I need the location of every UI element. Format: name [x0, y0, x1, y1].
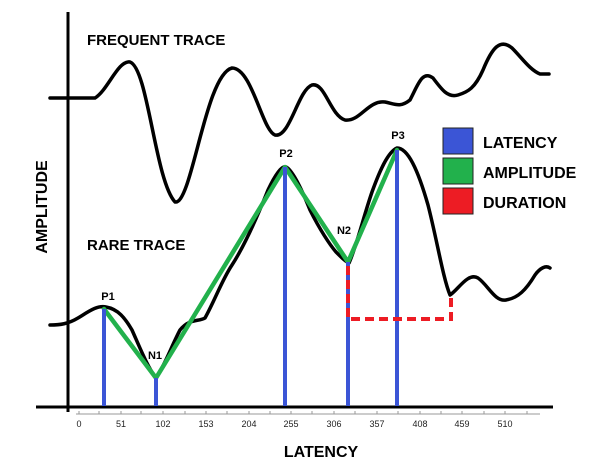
rare-trace-line [48, 146, 552, 380]
tick-label: 459 [454, 419, 469, 429]
peak-label-p3: P3 [391, 130, 404, 142]
scale-ticks [78, 411, 528, 414]
peak-label-n1: N1 [148, 350, 162, 362]
tick-label: 204 [241, 419, 256, 429]
peak-label-p1: P1 [101, 291, 114, 303]
tick-label: 357 [369, 419, 384, 429]
legend-label-amplitude: AMPLITUDE [483, 165, 577, 182]
duration-marker [346, 266, 453, 321]
y-axis-title: AMPLITUDE [34, 160, 51, 254]
legend-label-latency: LATENCY [483, 135, 558, 152]
amplitude-lines [101, 147, 400, 381]
x-axis-title: LATENCY [284, 444, 359, 461]
legend-swatch-duration [442, 187, 474, 215]
peak-label-p2: P2 [279, 148, 292, 160]
tick-label: 408 [412, 419, 427, 429]
tick-label: 51 [116, 419, 126, 429]
peak-label-n2: N2 [337, 225, 351, 237]
tick-label: 102 [155, 419, 170, 429]
tick-label: 306 [326, 419, 341, 429]
tick-label: 255 [283, 419, 298, 429]
rare-trace-title: RARE TRACE [87, 237, 185, 254]
legend-swatch-amplitude [442, 157, 474, 185]
tick-label: 510 [497, 419, 512, 429]
legend-swatch-latency [442, 127, 474, 155]
legend: LATENCY AMPLITUDE DURATION [442, 127, 577, 215]
tick-label: 0 [76, 419, 81, 429]
legend-label-duration: DURATION [483, 195, 566, 212]
tick-label: 153 [198, 419, 213, 429]
frequent-trace-title: FREQUENT TRACE [87, 32, 225, 49]
frequent-trace-line [48, 42, 551, 204]
